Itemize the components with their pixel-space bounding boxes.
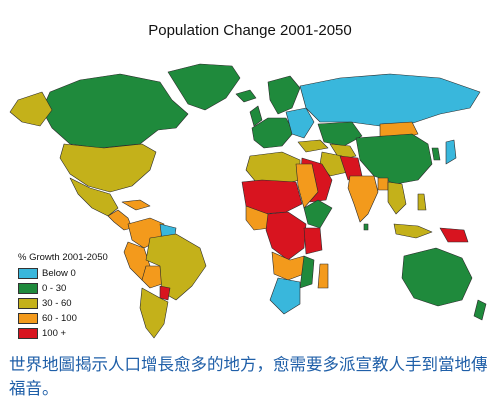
egypt-sudan <box>295 163 319 209</box>
indonesia <box>393 223 433 239</box>
brazil <box>145 233 207 301</box>
horn-africa <box>303 199 333 229</box>
paraguay <box>159 285 171 301</box>
scandinavia <box>267 75 301 115</box>
map-legend: % Growth 2001-2050 Below 0 0 - 30 30 - 6… <box>18 252 108 341</box>
central-africa <box>265 211 307 261</box>
legend-swatch <box>18 298 38 309</box>
turkey <box>297 139 329 153</box>
legend-item: Below 0 <box>18 266 108 281</box>
caption-text: 世界地圖揭示人口增長愈多的地方，愈需要多派宣教人手到當地傳福音。 <box>0 345 500 410</box>
mexico <box>69 177 119 217</box>
legend-item: 30 - 60 <box>18 296 108 311</box>
east-africa <box>303 227 323 255</box>
se-asia <box>387 181 407 215</box>
north-africa <box>245 151 301 185</box>
west-africa <box>245 205 271 231</box>
argentina-chile <box>139 287 169 339</box>
world-map <box>9 63 487 339</box>
eastern-europe <box>285 107 315 139</box>
russia <box>299 73 481 127</box>
mozambique <box>299 255 315 289</box>
legend-label: 0 - 30 <box>42 283 67 294</box>
australia <box>401 247 473 307</box>
southern-africa <box>269 277 301 315</box>
madagascar <box>317 263 329 289</box>
korea <box>431 147 441 161</box>
philippines <box>417 193 427 211</box>
western-europe <box>251 117 295 149</box>
map-title: Population Change 2001-2050 <box>148 22 352 39</box>
kazakhstan <box>317 121 363 147</box>
canada <box>41 73 189 149</box>
caribbean <box>121 199 151 211</box>
legend-item: 0 - 30 <box>18 281 108 296</box>
legend-item: 60 - 100 <box>18 311 108 326</box>
sri-lanka <box>363 223 369 231</box>
uk <box>249 105 263 127</box>
legend-label: 60 - 100 <box>42 313 77 324</box>
china <box>355 133 433 185</box>
legend-label: Below 0 <box>42 268 76 279</box>
legend-item: 100 + <box>18 326 108 341</box>
alaska <box>9 91 53 127</box>
legend-swatch <box>18 283 38 294</box>
greenland <box>167 63 241 111</box>
iceland <box>235 89 257 103</box>
legend-label: 30 - 60 <box>42 298 72 309</box>
legend-title: % Growth 2001-2050 <box>18 252 108 263</box>
new-zealand <box>473 299 487 321</box>
legend-swatch <box>18 268 38 279</box>
legend-label: 100 + <box>42 328 67 339</box>
japan <box>445 139 457 165</box>
legend-swatch <box>18 313 38 324</box>
bangladesh <box>377 177 389 191</box>
usa <box>59 143 157 193</box>
bolivia <box>141 265 163 289</box>
india <box>347 175 379 223</box>
new-guinea <box>439 227 469 243</box>
legend-swatch <box>18 328 38 339</box>
